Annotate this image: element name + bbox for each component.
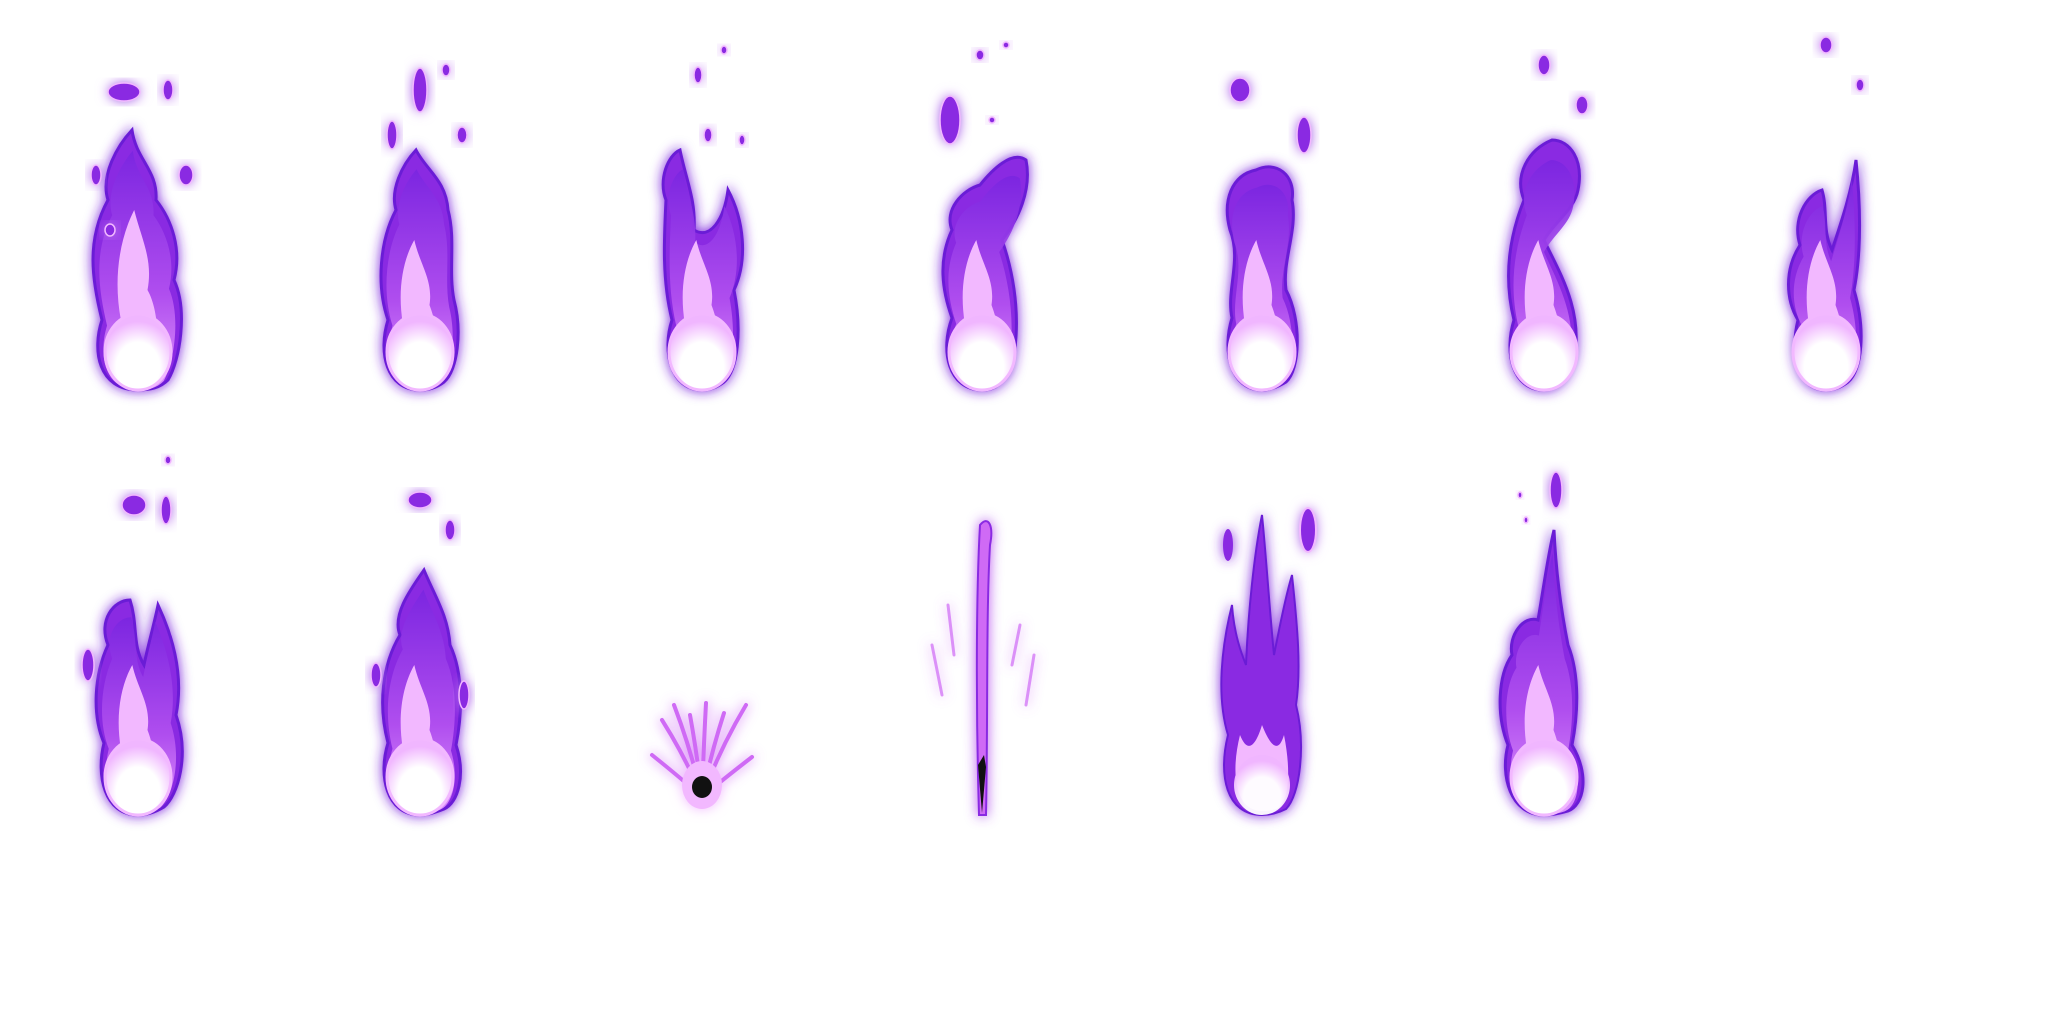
sprite-frame-10 [650, 701, 754, 809]
flame-wisp [178, 164, 194, 186]
flame-core [1509, 312, 1579, 392]
flame-wisp [1575, 95, 1589, 115]
flame-wisp [407, 491, 433, 509]
flame-wisp [703, 127, 713, 143]
sprite-frame-8 [81, 455, 184, 817]
flame-wisp [458, 680, 470, 710]
flame-wisp [693, 66, 703, 84]
streak-trail [946, 603, 956, 657]
flame-wisp [1002, 41, 1010, 49]
streak-glow [930, 520, 1036, 816]
flame-core [1509, 737, 1579, 817]
streak-trail [930, 643, 944, 697]
flame-wisp [939, 95, 961, 145]
flame-wisp [1855, 78, 1865, 92]
flame-wisp [441, 63, 451, 77]
burst-core [1234, 755, 1290, 815]
flame-core [103, 312, 173, 392]
flame-wisp [720, 45, 728, 55]
flame-wisp [164, 455, 172, 465]
flame-wisp [160, 495, 172, 525]
streak-tip [978, 755, 986, 813]
sprite-frame-5 [1225, 77, 1312, 392]
flame-core [385, 737, 455, 817]
flame-wisp [386, 120, 398, 150]
sprite-frame-11 [930, 520, 1036, 816]
flame-wisp [1229, 77, 1251, 103]
streak-beam [975, 520, 993, 816]
frames-layer [81, 36, 1865, 817]
flame-wisp [975, 49, 985, 61]
sprite-frame-1 [90, 79, 194, 392]
spark-ember [692, 776, 712, 798]
flame-wisp [1549, 471, 1563, 509]
streak-trail [1024, 653, 1036, 707]
sprite-frame-12 [1220, 507, 1317, 817]
flame-wisp [107, 82, 141, 102]
flame-core [385, 312, 455, 392]
flame-wisp [456, 126, 468, 144]
flame-wisp [1523, 516, 1529, 524]
sprite-frame-13 [1498, 471, 1585, 817]
flame-wisp [412, 67, 428, 113]
flame-wisp [81, 648, 95, 682]
flame-wisp [1517, 491, 1523, 499]
flame-wisp [738, 134, 746, 146]
flame-wisp [162, 79, 174, 101]
flame-core [667, 312, 737, 392]
flame-core [1791, 312, 1861, 392]
flame-core [103, 737, 173, 817]
flame-core [947, 312, 1017, 392]
flame-wisp [1537, 54, 1551, 76]
flame-wisp [90, 164, 102, 186]
sprite-frame-4 [939, 41, 1029, 392]
flame-wisp [988, 116, 996, 124]
flame-wisp [104, 223, 116, 237]
sprite-frame-6 [1507, 54, 1589, 392]
sprite-frame-9 [370, 491, 470, 817]
sprite-frame-3 [661, 45, 746, 392]
sprite-frame-7 [1787, 36, 1865, 392]
flame-wisp [370, 662, 382, 688]
flame-core [1227, 312, 1297, 392]
flame-wisp [1296, 116, 1312, 154]
flame-wisp [444, 519, 456, 541]
flame-wisp [1819, 36, 1833, 54]
flame-wisp [121, 494, 147, 516]
streak-trail [1010, 623, 1022, 667]
burst-wisp [1299, 507, 1317, 553]
sprite-frame-2 [379, 63, 468, 392]
burst-wisp [1223, 529, 1233, 561]
